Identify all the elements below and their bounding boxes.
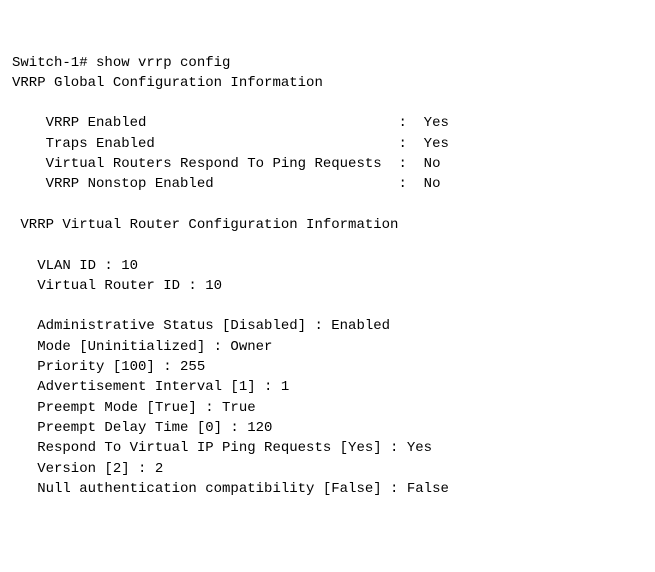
terminal-output: Switch-1# show vrrp config VRRP Global C…	[12, 53, 643, 500]
